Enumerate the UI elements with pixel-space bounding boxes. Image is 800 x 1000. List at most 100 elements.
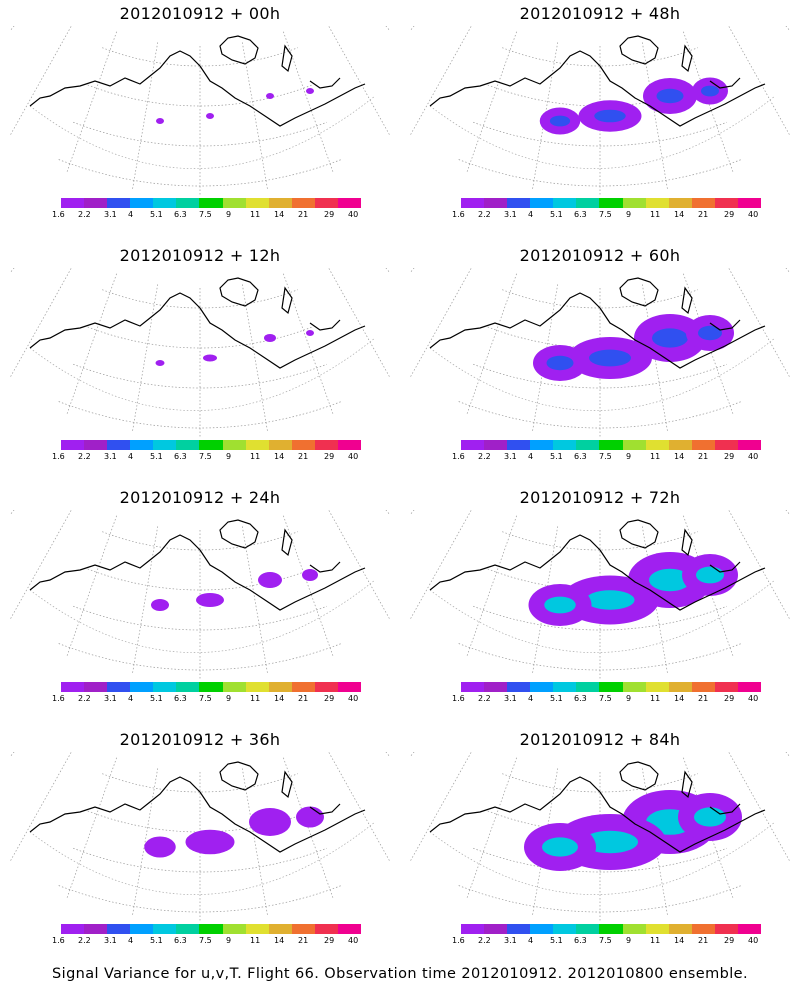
colorbar-label: 6.3: [174, 210, 187, 219]
variance-core: [698, 325, 722, 341]
forecast-panel: 2012010912 + 48h 1.6 2.2 3.1 4 5.1 6.3 7.5 9 11 14…: [400, 0, 800, 245]
arctic-islands: [219, 519, 341, 573]
variance-region: [185, 829, 235, 855]
longitude-line: [728, 26, 790, 137]
latitude-line: [502, 47, 698, 67]
colorbar-swatch: [130, 440, 154, 450]
variance-region: [264, 334, 276, 342]
longitude-line: [410, 268, 415, 274]
panel-title: 2012010912 + 12h: [119, 246, 281, 265]
colorbar-label: 40: [748, 210, 759, 219]
longitude-line: [10, 752, 15, 758]
colorbar-labels: 1.6 2.2 3.1 4 5.1 6.3 7.5 9 11 14 21 29 40: [452, 936, 782, 946]
colorbar-label: 4: [528, 694, 534, 703]
colorbar-label: 1.6: [52, 210, 65, 219]
variance-core: [656, 88, 684, 104]
colorbar-label: 3.1: [104, 694, 117, 703]
map-boundary: [29, 821, 376, 895]
longitude-line: [328, 268, 390, 379]
latitude-line: [502, 289, 698, 309]
variance-region: [296, 806, 324, 828]
colorbar-label: 14: [274, 452, 285, 461]
colorbar-swatch: [645, 440, 669, 450]
longitude-line: [385, 26, 390, 32]
colorbar-label: 1.6: [52, 694, 65, 703]
colorbar-label: 40: [348, 694, 359, 703]
colorbar-swatch: [245, 198, 269, 208]
colorbar-label: 21: [698, 210, 709, 219]
colorbar-label: 1.6: [452, 936, 465, 945]
map-boundary: [429, 579, 776, 653]
latitude-line: [487, 568, 713, 591]
colorbar-label: 4: [128, 936, 134, 945]
longitude-line: [466, 515, 517, 658]
colorbar-label: 6.3: [574, 936, 587, 945]
latitude-line: [102, 531, 298, 551]
colorbar-swatch: [714, 440, 738, 450]
variance-region: [196, 593, 224, 607]
colorbar-swatch: [737, 682, 762, 692]
colorbar-label: 9: [626, 452, 632, 461]
variance-map: [410, 752, 790, 922]
colorbar-label: 29: [724, 210, 735, 219]
colorbar-swatch: [553, 924, 577, 934]
colorbar-swatch: [314, 924, 338, 934]
variance-core: [701, 85, 719, 97]
colorbar-swatch: [176, 440, 200, 450]
colorbar-label: 2.2: [478, 210, 491, 219]
colorbar-swatch: [291, 198, 315, 208]
arctic-islands: [219, 277, 341, 331]
colorbar-swatch: [153, 440, 177, 450]
colorbar-swatch: [691, 924, 715, 934]
colorbar-label: 40: [748, 694, 759, 703]
longitude-line: [410, 752, 472, 863]
colorbar-label: 7.5: [199, 936, 212, 945]
longitude-line: [241, 42, 269, 191]
colorbar-label: 6.3: [574, 210, 587, 219]
colorbar-label: 9: [226, 210, 232, 219]
colorbar-swatch: [622, 924, 646, 934]
variance-core: [594, 109, 626, 123]
colorbar-swatch: [507, 924, 531, 934]
colorbar: [61, 924, 362, 934]
colorbar-label: 2.2: [78, 452, 91, 461]
colorbar-swatch: [222, 440, 246, 450]
colorbar-label: 11: [250, 694, 261, 703]
colorbar: [61, 682, 362, 692]
latitude-line: [458, 159, 742, 187]
variance-region: [302, 569, 318, 581]
colorbar-labels: 1.6 2.2 3.1 4 5.1 6.3 7.5 9 11 14 21 29 40: [452, 210, 782, 220]
panel-title: 2012010912 + 84h: [519, 730, 681, 749]
colorbar-swatch: [484, 682, 508, 692]
colorbar-swatch: [737, 440, 762, 450]
colorbar-swatch: [61, 682, 85, 692]
colorbar-label: 1.6: [452, 694, 465, 703]
colorbar-label: 1.6: [52, 452, 65, 461]
longitude-line: [241, 284, 269, 433]
arctic-islands: [219, 761, 341, 815]
latitude-line: [487, 326, 713, 349]
arctic-islands: [219, 35, 341, 89]
forecast-panel: 2012010912 + 84h 1.6 2.2 3.1 4 5.1 6.3 7.5 9 11 14…: [400, 726, 800, 971]
colorbar-swatch: [668, 924, 692, 934]
colorbar-swatch: [530, 440, 554, 450]
colorbar-label: 21: [298, 936, 309, 945]
colorbar-swatch: [199, 924, 223, 934]
coastline: [429, 50, 766, 127]
colorbar-swatch: [461, 682, 485, 692]
colorbar-label: 6.3: [174, 694, 187, 703]
longitude-line: [385, 268, 390, 274]
arctic-islands: [619, 35, 741, 89]
colorbar-label: 14: [674, 210, 685, 219]
longitude-line: [131, 284, 159, 433]
colorbar-label: 4: [528, 936, 534, 945]
forecast-panel: 2012010912 + 72h 1.6 2.2 3.1 4 5.1 6.3 7.5 9 11 14…: [400, 484, 800, 729]
latitude-line: [102, 289, 298, 309]
colorbar-swatch: [645, 198, 669, 208]
variance-map: [410, 26, 790, 196]
colorbar-label: 21: [298, 452, 309, 461]
colorbar-label: 2.2: [478, 452, 491, 461]
latitude-line: [58, 159, 342, 187]
coastline: [429, 534, 766, 611]
coastline: [29, 534, 366, 611]
